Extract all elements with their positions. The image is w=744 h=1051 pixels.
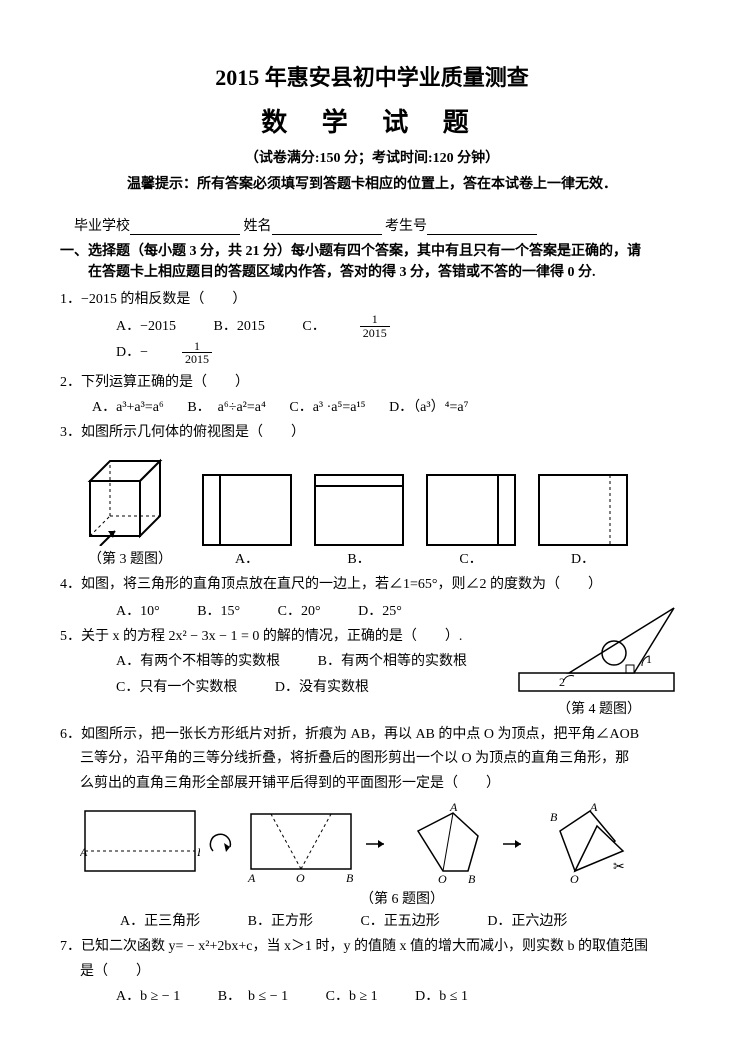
q3-opt-a-icon [202, 474, 292, 546]
cube-3d-icon [80, 451, 180, 546]
q1-c-pre: C． [302, 315, 325, 335]
q3-cap-b[interactable]: B． [314, 548, 404, 568]
q6-stem-l3: 么剪出的直角三角形全部展开铺平后得到的平面图形一定是（ ） [60, 773, 684, 795]
q5-opt-d[interactable]: D．没有实数根 [275, 676, 369, 696]
q6-stem-l1: 6．如图所示，把一张长方形纸片对折，折痕为 AB，再以 AB 的中点 O 为顶点… [60, 724, 684, 746]
svg-text:A: A [449, 801, 458, 814]
q3-opt-d-icon [538, 474, 628, 546]
page-subtitle: 数 学 试 题 [60, 102, 684, 139]
q1-opt-a[interactable]: A．−2015 [116, 315, 176, 335]
q2-opt-a[interactable]: A．a³+a³=a⁶ [92, 396, 164, 416]
student-info-row: 毕业学校 姓名 考生号 [60, 215, 684, 235]
name-label: 姓名 [244, 219, 272, 234]
q4-opt-a[interactable]: A．10° [116, 600, 160, 620]
svg-text:A: A [247, 871, 256, 884]
q5-opt-b[interactable]: B．有两个相等的实数根 [318, 650, 467, 670]
q2-stem: 2．下列运算正确的是（ ） [60, 372, 684, 394]
fraction-icon: 12015 [360, 313, 424, 339]
svg-text:A: A [80, 845, 88, 859]
q7-opt-d[interactable]: D．b ≤ 1 [415, 985, 468, 1005]
q4-opt-c[interactable]: C．20° [278, 600, 321, 620]
svg-text:O: O [438, 872, 447, 886]
q7-opt-a[interactable]: A．b ≥ − 1 [116, 985, 180, 1005]
q3-stem: 3．如图所示几何体的俯视图是（ ） [60, 422, 684, 444]
q4-figure-icon: 1 2 [514, 598, 679, 698]
q4-stem: 4．如图，将三角形的直角顶点放在直尺的一边上，若∠1=65°，则∠2 的度数为（… [60, 574, 684, 596]
q2-options: A．a³+a³=a⁶ B． a⁶÷a²=a⁴ C．a³ ·a⁵=a¹⁵ D．（a… [60, 396, 684, 416]
svg-text:O: O [570, 872, 579, 886]
q3-opt-b-icon [314, 474, 404, 546]
q6-fig-caption: （第 6 题图） [60, 888, 684, 908]
q5-options-row2: C．只有一个实数根 D．没有实数根 [60, 676, 514, 696]
q4-opt-b[interactable]: B．15° [197, 600, 240, 620]
arrow-right-icon [364, 834, 390, 854]
q3-cap-d[interactable]: D． [538, 548, 628, 568]
q6-opt-d[interactable]: D．正六边形 [487, 910, 567, 930]
q1-opt-c[interactable]: C． 12015 [302, 313, 457, 339]
svg-text:B: B [468, 872, 476, 886]
svg-text:O: O [296, 871, 305, 884]
school-blank[interactable] [130, 218, 240, 235]
q7-stem-l2: 是（ ） [60, 961, 684, 983]
q4-opt-d[interactable]: D．25° [358, 600, 402, 620]
q6-options: A．正三角形 B．正方形 C．正五边形 D．正六边形 [60, 910, 684, 930]
q4-options: A．10° B．15° C．20° D．25° [60, 600, 514, 620]
q4-fig-caption: （第 4 题图） [514, 698, 684, 718]
q2-opt-c[interactable]: C．a³ ·a⁵=a¹⁵ [289, 396, 365, 416]
q5-opt-a[interactable]: A．有两个不相等的实数根 [116, 650, 280, 670]
q6-fig3-icon: A O B [398, 801, 493, 886]
q3-figures [60, 451, 684, 546]
q7-opt-b[interactable]: B． b ≤ − 1 [218, 985, 288, 1005]
school-label: 毕业学校 [74, 219, 130, 234]
page-title: 2015 年惠安县初中学业质量测查 [60, 60, 684, 92]
q1-d-pre: D．− [116, 341, 148, 361]
exam-tip: 温馨提示：所有答案必须填写到答题卡相应的位置上，答在本试卷上一律无效． [60, 173, 684, 193]
q1-options: A．−2015 B．2015 C． 12015 D．− 12015 [60, 313, 684, 365]
section1-line2: 在答题卡上相应题目的答题区域内作答，答对的得 3 分，答错或不答的一律得 0 分… [60, 262, 684, 283]
q3-opt-c-icon [426, 474, 516, 546]
svg-text:✂: ✂ [613, 860, 625, 875]
q6-stem-l2: 三等分，沿平角的三等分线折叠，将折叠后的图形剪出一个以 O 为顶点的直角三角形，… [60, 748, 684, 770]
q6-opt-b[interactable]: B．正方形 [248, 910, 313, 930]
svg-text:B: B [197, 845, 200, 859]
id-label: 考生号 [385, 219, 427, 234]
svg-text:A: A [589, 801, 598, 814]
q7-options: A．b ≥ − 1 B． b ≤ − 1 C．b ≥ 1 D．b ≤ 1 [60, 985, 684, 1005]
q6-figures: A B A O B A O B B A O ✂ [60, 801, 684, 886]
svg-text:B: B [550, 810, 558, 824]
q3-cap-c[interactable]: C． [426, 548, 516, 568]
section1-heading: 一、选择题（每小题 3 分，共 21 分）每小题有四个答案，其中有且只有一个答案… [60, 241, 684, 283]
q6-fig2-icon: A O B [246, 804, 356, 884]
q6-opt-a[interactable]: A．正三角形 [120, 910, 200, 930]
q3-fig-caption: （第 3 题图） [80, 548, 180, 568]
q7-opt-c[interactable]: C．b ≥ 1 [326, 985, 378, 1005]
q6-fig4-icon: B A O ✂ [535, 801, 630, 886]
q1-opt-d[interactable]: D．− 12015 [116, 340, 280, 366]
exam-meta: （试卷满分:150 分；考试时间:120 分钟） [60, 147, 684, 167]
fraction-icon: 12015 [182, 340, 246, 366]
svg-text:2: 2 [559, 675, 565, 689]
q2-opt-b[interactable]: B． a⁶÷a²=a⁴ [187, 396, 266, 416]
name-blank[interactable] [272, 218, 382, 235]
svg-text:B: B [346, 871, 354, 884]
q2-opt-d[interactable]: D．（a³）⁴=a⁷ [389, 396, 468, 416]
section1-line1: 一、选择题（每小题 3 分，共 21 分）每小题有四个答案，其中有且只有一个答案… [60, 241, 684, 262]
q5-options-row1: A．有两个不相等的实数根 B．有两个相等的实数根 [60, 650, 514, 670]
q6-fig1-icon: A B [80, 806, 200, 881]
q5-opt-c[interactable]: C．只有一个实数根 [116, 676, 237, 696]
q1-stem: 1．−2015 的相反数是（ ） [60, 289, 684, 311]
svg-text:1: 1 [646, 652, 652, 666]
q3-captions: （第 3 题图） A． B． C． D． [60, 548, 684, 568]
arrow-right-icon [501, 834, 527, 854]
q3-cap-a[interactable]: A． [202, 548, 292, 568]
q1-opt-b[interactable]: B．2015 [214, 315, 265, 335]
q7-stem-l1: 7．已知二次函数 y= − x²+2bx+c，当 x＞1 时，y 的值随 x 值… [60, 936, 684, 958]
arrow-icon [208, 829, 238, 859]
id-blank[interactable] [427, 218, 537, 235]
q5-stem: 5．关于 x 的方程 2x² − 3x − 1 = 0 的解的情况，正确的是（ … [60, 626, 514, 648]
q6-opt-c[interactable]: C．正五边形 [360, 910, 439, 930]
